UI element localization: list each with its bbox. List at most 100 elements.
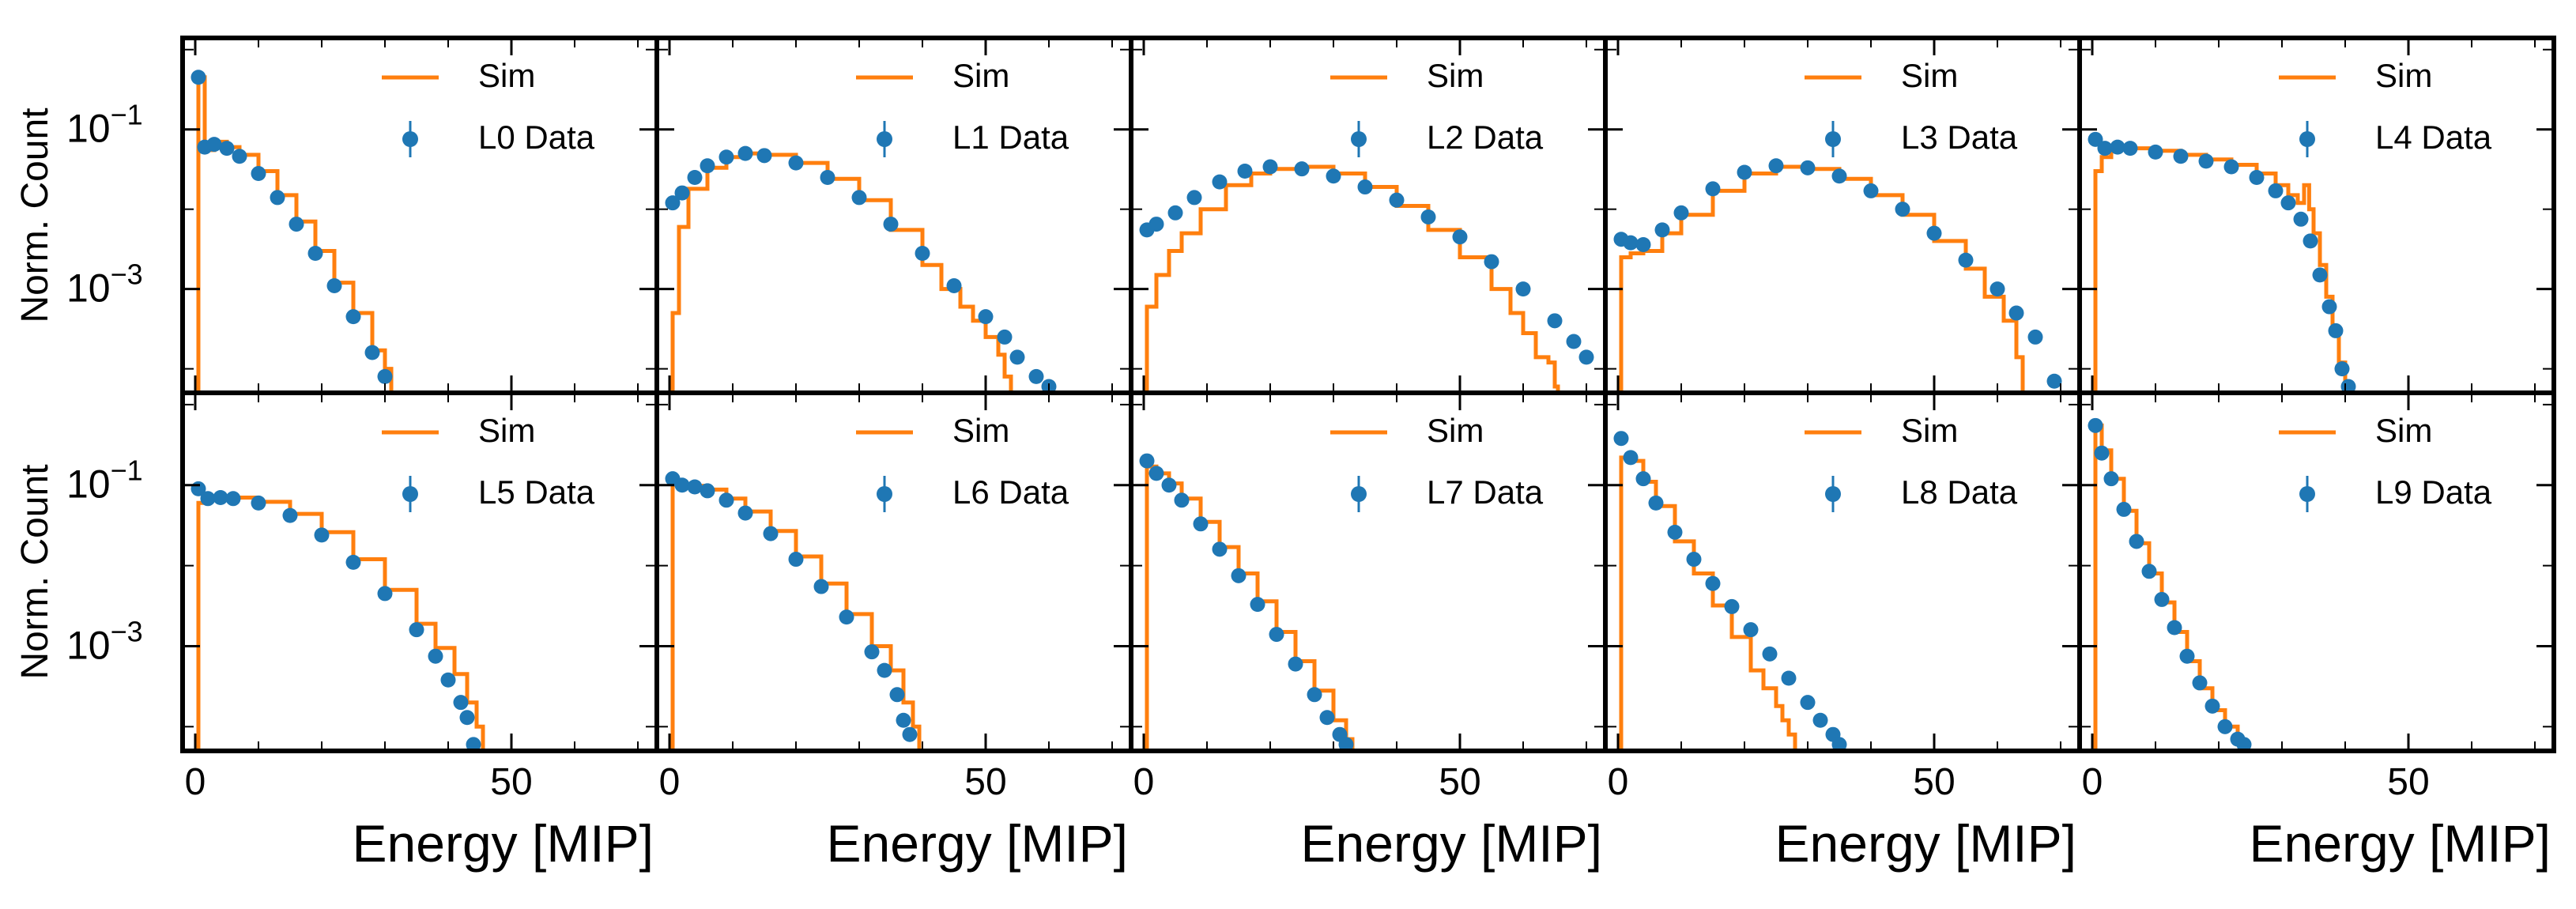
legend-sim-label: Sim	[1901, 412, 1958, 449]
y-tick-base: 10	[66, 462, 111, 507]
legend-sim-label: Sim	[1427, 412, 1484, 449]
plot-area-l2	[1139, 159, 1594, 393]
data-point	[1009, 349, 1025, 365]
sim-histogram-l2	[1141, 164, 1560, 393]
data-point	[997, 329, 1013, 345]
data-point	[1288, 656, 1303, 672]
data-point	[902, 726, 918, 742]
data-point	[718, 492, 734, 508]
panel-frame	[2077, 390, 2556, 753]
data-point	[1812, 712, 1828, 728]
data-point	[1800, 160, 1816, 175]
data-point	[1958, 252, 1974, 268]
data-point	[700, 483, 715, 499]
data-point	[2027, 329, 2043, 345]
data-point	[345, 554, 361, 570]
data-point	[820, 170, 835, 186]
y-tick-exponent: −1	[111, 455, 143, 487]
data-point	[440, 672, 456, 688]
x-tick-label: 0	[1133, 761, 1155, 803]
data-point	[282, 507, 298, 523]
x-tick-label: 50	[1439, 761, 1480, 803]
data-point	[219, 141, 235, 157]
data-point	[2198, 153, 2214, 169]
data-point	[1326, 168, 1341, 184]
x-tick-label: 50	[490, 761, 532, 803]
legend-data-marker	[877, 131, 892, 147]
panel-l4: Sim L4 Data	[2077, 36, 2556, 395]
data-point	[1250, 597, 1265, 613]
panel-l9: Sim L9 Data 0 50 Energy [MIP]	[2077, 390, 2556, 873]
data-point	[2217, 719, 2233, 734]
data-point	[1768, 158, 1784, 174]
data-point	[1212, 174, 1228, 190]
legend-data-marker	[402, 131, 418, 147]
panel-frame	[180, 390, 659, 753]
data-point	[1262, 159, 1278, 175]
x-tick-label: 50	[964, 761, 1006, 803]
data-point	[453, 695, 469, 711]
legend-data-marker	[2299, 131, 2315, 147]
legend-sim-label: Sim	[952, 57, 1009, 94]
data-point	[674, 185, 690, 201]
data-point	[1338, 737, 1354, 751]
data-point	[1307, 687, 1322, 703]
data-point	[2321, 299, 2337, 315]
legend-data-marker	[1351, 131, 1367, 147]
y-tick-exponent: −3	[111, 615, 143, 647]
data-point	[1737, 164, 1752, 180]
panel-frame	[2077, 36, 2556, 395]
x-axis-label: Energy [MIP]	[1301, 814, 1602, 873]
data-point	[1231, 568, 1247, 583]
legend-sim-label: Sim	[952, 412, 1009, 449]
data-point	[314, 527, 330, 543]
plot-area-l0	[190, 70, 394, 393]
data-point	[2167, 620, 2182, 636]
data-point	[788, 552, 804, 568]
data-point	[1515, 281, 1531, 297]
x-tick-label: 0	[185, 761, 206, 803]
sim-histogram-l4	[2090, 146, 2348, 393]
data-point	[307, 245, 323, 261]
panel-l8: Sim L8 Data 0 50 Energy [MIP]	[1603, 390, 2082, 873]
data-point	[206, 137, 222, 153]
y-tick-label: 10−1	[66, 455, 143, 507]
data-point	[1389, 192, 1405, 208]
legend-data-label: L0 Data	[478, 119, 595, 156]
legend-data-marker	[877, 486, 892, 502]
sim-histogram-l7	[1141, 464, 1355, 751]
data-point	[700, 158, 715, 174]
data-point	[2129, 534, 2144, 549]
x-axis-label: Energy [MIP]	[1775, 814, 2076, 873]
data-point	[1673, 205, 1689, 221]
data-point	[1635, 471, 1651, 487]
y-tick-label: 10−1	[66, 99, 143, 151]
y-axis-label: Norm. Count	[14, 107, 56, 322]
x-axis-label: Energy [MIP]	[2250, 814, 2551, 873]
y-axis-label: Norm. Count	[14, 464, 56, 679]
data-point	[1139, 453, 1155, 469]
sim-histogram-l5	[193, 494, 485, 751]
x-tick-label: 50	[2387, 761, 2429, 803]
data-point	[251, 166, 266, 182]
data-point	[2154, 591, 2170, 607]
plot-area-l6	[665, 471, 922, 751]
sim-histogram-l6	[667, 483, 922, 751]
data-point	[213, 490, 228, 506]
data-point	[2046, 373, 2062, 389]
data-point	[1623, 450, 1639, 466]
panel-frame	[1129, 390, 1608, 753]
data-point	[1319, 710, 1335, 726]
data-point	[674, 477, 690, 493]
x-tick-label: 0	[2082, 761, 2103, 803]
plot-area-l3	[1613, 158, 2062, 393]
data-point	[1193, 516, 1209, 532]
data-point	[364, 345, 380, 360]
legend-data-label: L9 Data	[2375, 473, 2492, 511]
legend-sim-label: Sim	[1427, 57, 1484, 94]
data-point	[915, 245, 930, 261]
data-point	[756, 148, 772, 164]
legend-sim-label: Sim	[1901, 57, 1958, 94]
data-point	[896, 712, 911, 728]
